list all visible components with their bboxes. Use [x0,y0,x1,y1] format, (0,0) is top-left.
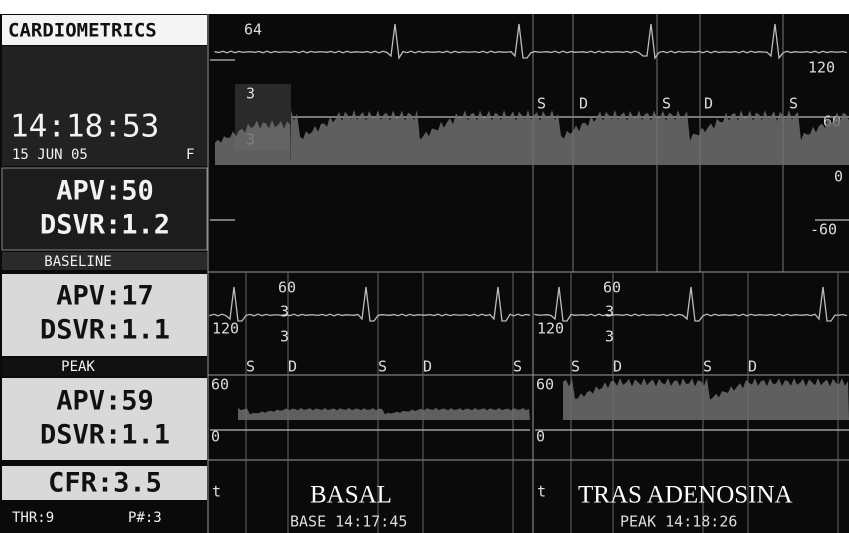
caption: TRAS ADENOSINA [578,482,793,509]
flag: F [186,147,194,163]
thr: THR:9 [12,510,54,526]
phase-label: S [378,358,387,376]
scale-label: 3 [246,85,255,103]
marker: t [537,483,546,501]
pnum: P#:3 [128,510,162,526]
phase-label: D [423,358,432,376]
caption: BASAL [310,482,392,509]
phase-label: S [513,358,522,376]
apv: APV:59 [56,386,154,417]
phase-label: D [579,95,588,113]
cfr: CFR:3.5 [48,468,162,499]
phase-label: D [288,358,297,376]
screen: CARDIOMETRICS 14:18:53 15 JUN 05 F APV:5… [0,0,849,533]
baseline-label: BASELINE [44,254,111,270]
phase-label: S [246,358,255,376]
apv: APV:17 [56,281,154,312]
ecg-label: 3 [280,328,289,346]
phase-label: D [748,358,757,376]
ecg-label: 120 [808,59,835,77]
phase-label: S [703,358,712,376]
dsvr: DSVR:1.1 [40,420,170,451]
ecg-label: 60 [603,279,621,297]
time: 14:18:53 [10,109,159,145]
phase-label: S [789,95,798,113]
marker: t [212,483,221,501]
ecg-label: 64 [244,21,262,39]
velocity-label: 60 [211,376,229,394]
dsvr: DSVR:1.1 [40,315,170,346]
dsvr: DSVR:1.2 [40,210,170,241]
ecg-label: 120 [212,320,239,338]
page: CARDIOMETRICS 14:18:53 15 JUN 05 F APV:5… [0,0,849,533]
brand: CARDIOMETRICS [8,20,157,42]
ecg-label: 3 [280,303,289,321]
ecg-label: 3 [605,303,614,321]
peak-bar [2,358,207,376]
phase-label: S [662,95,671,113]
ecg-label: 3 [605,328,614,346]
stamp: PEAK 14:18:26 [620,513,737,531]
date: 15 JUN 05 [12,147,88,163]
apv: APV:50 [56,176,154,207]
phase-label: S [537,95,546,113]
phase-label: D [613,358,622,376]
phase-label: D [704,95,713,113]
phase-label: S [571,358,580,376]
velocity-label: 60 [536,376,554,394]
ecg-label: 60 [278,279,296,297]
peak-label: PEAK [61,359,95,375]
ecg-label: 120 [537,320,564,338]
velocity-label: -60 [810,221,837,239]
stamp: BASE 14:17:45 [290,513,407,531]
velocity-label: 0 [834,168,843,186]
